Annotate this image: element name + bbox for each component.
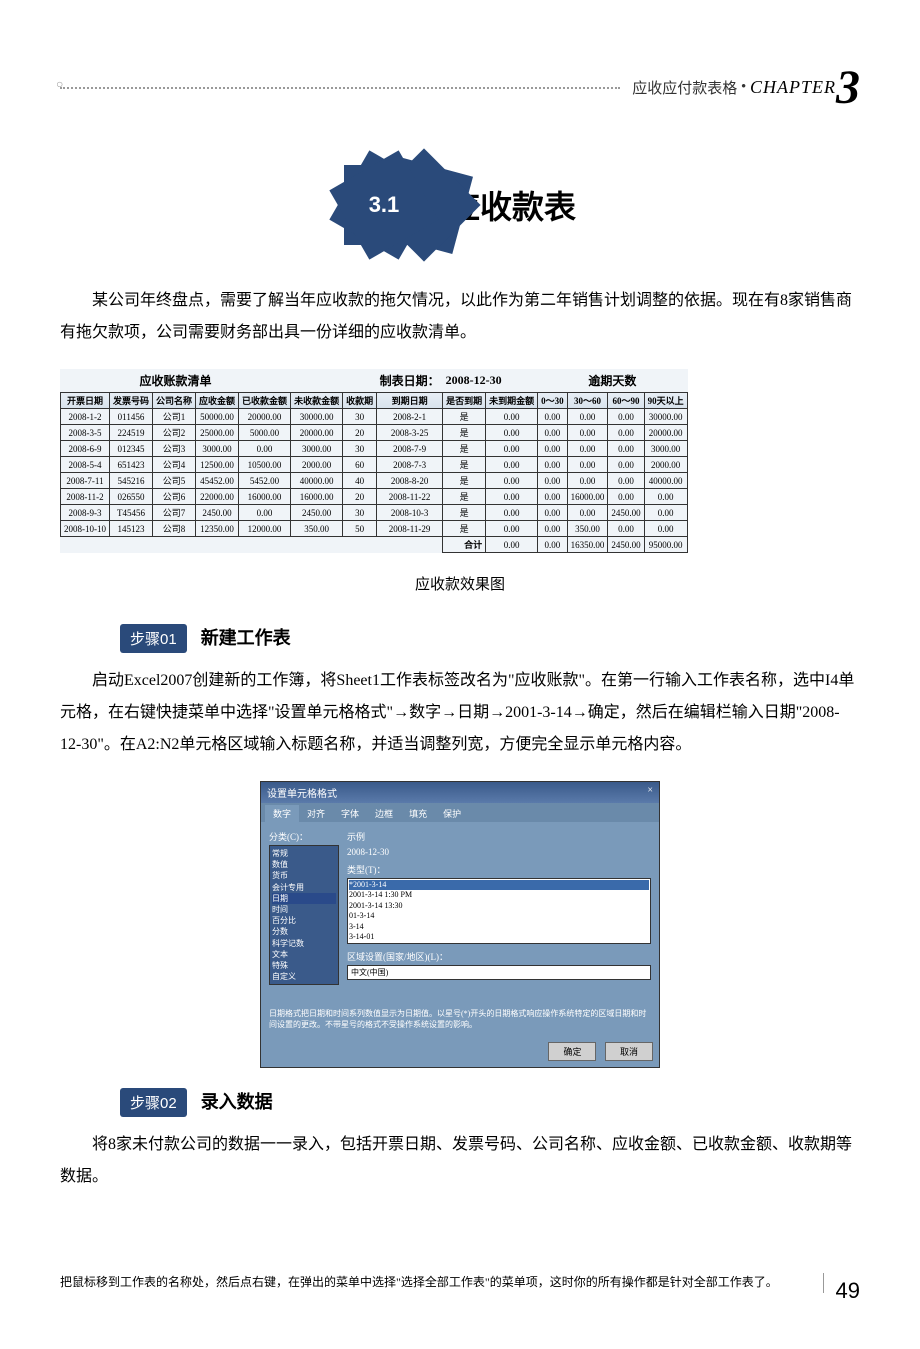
step-02-text: 将8家未付款公司的数据一一录入，包括开票日期、发票号码、公司名称、应收金额、已收… (60, 1129, 860, 1193)
section-heading: 3.1 应收款表 (60, 165, 860, 245)
footer-tip: 把鼠标移到工作表的名称处，然后点右键，在弹出的菜单中选择"选择全部工作表"的菜单… (60, 1273, 824, 1292)
dialog-tabs: 数字对齐字体边框填充保护 (261, 803, 659, 822)
dialog-note: 日期格式把日期和时间系列数值显示为日期值。以星号(*)开头的日期格式响应操作系统… (261, 1002, 659, 1036)
ok-button[interactable]: 确定 (548, 1042, 596, 1061)
step-02-title: 录入数据 (201, 1092, 273, 1112)
sample-value: 2008-12-30 (347, 845, 651, 863)
type-item[interactable]: 3-14-01 (349, 932, 649, 942)
receivables-table-figure: 应收账款清单制表日期：2008-12-30逾期天数开票日期发票号码公司名称应收金… (60, 369, 860, 553)
section-number: 3.1 (369, 192, 400, 218)
category-item[interactable]: 自定义 (272, 971, 336, 982)
category-item[interactable]: 时间 (272, 904, 336, 915)
dialog-tab-3[interactable]: 边框 (367, 805, 401, 822)
chapter-number: 3 (836, 60, 860, 115)
cancel-button[interactable]: 取消 (605, 1042, 653, 1061)
type-listbox[interactable]: *2001-3-142001-3-14 1:30 PM2001-3-14 13:… (347, 878, 651, 944)
dialog-tab-0[interactable]: 数字 (265, 805, 299, 822)
category-item[interactable]: 会计专用 (272, 882, 336, 893)
dialog-tab-1[interactable]: 对齐 (299, 805, 333, 822)
step-01-text: 启动Excel2007创建新的工作簿，将Sheet1工作表标签改名为"应收账款"… (60, 665, 860, 761)
chapter-header: 应收应付款表格 • CHAPTER 3 (60, 60, 860, 115)
type-item[interactable]: 2001-3-14 1:30 PM (349, 890, 649, 900)
step-02-header: 步骤02 录入数据 (120, 1088, 860, 1117)
step-02-badge: 步骤02 (120, 1088, 187, 1117)
page-number: 49 (824, 1273, 860, 1308)
dialog-tab-2[interactable]: 字体 (333, 805, 367, 822)
step-01-title: 新建工作表 (201, 628, 291, 648)
dialog-title-text: 设置单元格格式 (267, 785, 337, 800)
category-listbox[interactable]: 常规数值货币会计专用日期时间百分比分数科学记数文本特殊自定义 (269, 845, 339, 985)
category-item[interactable]: 货币 (272, 870, 336, 881)
category-item[interactable]: 文本 (272, 949, 336, 960)
step-01-badge: 步骤01 (120, 624, 187, 653)
header-rule (60, 87, 620, 89)
type-item[interactable]: 01-3-14 (349, 911, 649, 921)
category-item[interactable]: 常规 (272, 848, 336, 859)
bullet: • (737, 79, 750, 96)
format-cells-dialog: 设置单元格格式 × 数字对齐字体边框填充保护 分类(C)： 常规数值货币会计专用… (260, 781, 660, 1068)
dialog-titlebar: 设置单元格格式 × (261, 782, 659, 803)
intro-paragraph: 某公司年终盘点，需要了解当年应收款的拖欠情况，以此作为第二年销售计划调整的依据。… (60, 285, 860, 349)
dialog-close-icon[interactable]: × (647, 785, 653, 800)
locale-dropdown[interactable]: 中文(中国) (347, 965, 651, 980)
category-item[interactable]: 百分比 (272, 915, 336, 926)
step-01-header: 步骤01 新建工作表 (120, 624, 860, 653)
figure-caption: 应收款效果图 (60, 573, 860, 594)
chapter-subject: 应收应付款表格 (632, 77, 737, 98)
category-item[interactable]: 分数 (272, 926, 336, 937)
category-item[interactable]: 特殊 (272, 960, 336, 971)
type-item[interactable]: *2001-3-14 (349, 880, 649, 890)
dialog-tab-5[interactable]: 保护 (435, 805, 469, 822)
type-item[interactable]: 3-14 (349, 922, 649, 932)
type-item[interactable]: 2001-3-14 13:30 (349, 901, 649, 911)
page-footer: 把鼠标移到工作表的名称处，然后点右键，在弹出的菜单中选择"选择全部工作表"的菜单… (60, 1273, 860, 1308)
sample-label: 示例 (347, 830, 651, 843)
locale-label: 区域设置(国家/地区)(L)： (347, 950, 651, 963)
chapter-label: CHAPTER (750, 77, 836, 98)
dialog-tab-4[interactable]: 填充 (401, 805, 435, 822)
category-item[interactable]: 数值 (272, 859, 336, 870)
type-label: 类型(T)： (347, 863, 651, 876)
dialog-button-row: 确定 取消 (261, 1036, 659, 1067)
category-item[interactable]: 科学记数 (272, 938, 336, 949)
category-item[interactable]: 日期 (272, 893, 336, 904)
category-label: 分类(C)： (269, 830, 339, 843)
starburst-badge: 3.1 (344, 165, 424, 245)
